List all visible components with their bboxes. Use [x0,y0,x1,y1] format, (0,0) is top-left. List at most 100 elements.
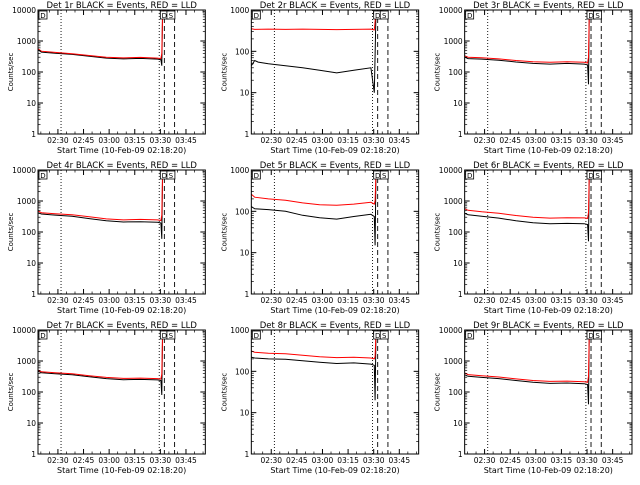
y-tick-label: 1000 [230,166,249,175]
series-line-lld [251,11,378,31]
x-tick-label: 03:00 [525,296,547,305]
symbol-marker-box [251,10,261,20]
x-tick-label: 03:30 [150,296,172,305]
series-line-events [251,331,378,401]
symbol-marker-box [593,10,602,20]
x-tick-label: 02:30 [474,136,496,145]
y-tick-label: 10 [26,259,36,268]
series-line-lld [464,170,593,219]
x-tick-label: 03:30 [363,136,385,145]
plot-frame [464,169,633,295]
symbol-marker-label: S [169,332,174,340]
symbol-marker-label: S [382,332,387,340]
chart-title: Det 8r BLACK = Events, RED = LLD [260,321,411,331]
symbol-marker-label: D [40,12,45,20]
x-tick-label: 02:30 [47,296,69,305]
x-tick-label: 03:30 [150,456,172,465]
symbol-marker-box [251,170,261,180]
symbol-marker-label: D [375,12,380,20]
x-tick-label: 03:15 [337,456,359,465]
y-tick-label: 1 [458,290,463,299]
x-tick-label: 02:45 [499,136,521,145]
symbol-marker-box [379,170,389,180]
y-tick-label: 100 [235,367,250,376]
x-tick-label: 03:45 [175,296,197,305]
series-line-events [464,170,593,242]
x-tick-label: 02:30 [260,296,282,305]
symbol-marker-label: D [588,332,593,340]
y-tick-label: 10000 [12,166,36,175]
symbol-marker-box [593,170,602,180]
y-tick-label: 1 [245,450,250,459]
x-tick-label: 02:30 [47,456,69,465]
y-tick-label: 1 [245,290,250,299]
y-tick-label: 10000 [439,326,463,335]
y-tick-label: 10 [26,419,36,428]
symbol-marker-box [38,330,48,340]
plot-frame [250,169,420,295]
y-axis-label: Counts/sec [7,213,15,252]
x-tick-label: 03:30 [150,136,172,145]
chart-panel-1: Det 1r BLACK = Events, RED = LLD 1 10 100 10… [7,1,206,155]
symbol-marker-label: D [375,332,380,340]
plot-frame [464,9,633,135]
y-tick-label: 1 [458,130,463,139]
chart-title: Det 7r BLACK = Events, RED = LLD [46,321,197,331]
y-tick-label: 100 [448,388,463,397]
x-tick-label: 03:45 [388,136,410,145]
chart-title: Det 1r BLACK = Events, RED = LLD [46,1,197,11]
x-tick-label: 03:30 [363,456,385,465]
x-tick-label: 03:15 [124,136,146,145]
x-tick-label: 03:15 [551,136,573,145]
y-tick-label: 10 [240,89,250,98]
x-tick-label: 02:45 [286,456,308,465]
y-tick-label: 10000 [439,6,463,15]
chart-title: Det 6r BLACK = Events, RED = LLD [473,161,624,171]
symbol-marker-box [465,330,475,340]
x-tick-label: 02:45 [73,136,95,145]
y-tick-label: 10000 [439,166,463,175]
y-tick-label: 1000 [17,37,36,46]
series-line-events [38,170,167,239]
x-axis-label: Start Time (10-Feb-09 02:18:20) [270,146,399,155]
series-line-events [464,330,593,405]
y-tick-label: 10 [240,249,250,258]
x-axis-label: Start Time (10-Feb-09 02:18:20) [57,466,186,475]
y-tick-label: 100 [235,207,250,216]
x-tick-label: 02:45 [499,296,521,305]
symbol-marker-label: D [588,12,593,20]
series-line-lld [464,330,593,383]
symbol-marker-label: D [588,172,593,180]
y-tick-label: 10000 [12,6,36,15]
chart-panel-6: Det 6r BLACK = Events, RED = LLD 1 10 100 10… [434,161,633,315]
y-axis-label: Counts/sec [220,53,228,92]
symbol-marker-box [38,170,48,180]
y-axis-label: Counts/sec [7,373,15,412]
chart-panel-3: Det 3r BLACK = Events, RED = LLD 1 10 100 10… [434,1,633,155]
series-line-lld [464,10,593,64]
x-tick-label: 03:30 [576,456,598,465]
plot-frame [250,329,420,455]
symbol-marker-label: D [162,332,167,340]
symbol-marker-label: D [40,172,45,180]
symbol-marker-label: D [40,332,45,340]
y-tick-label: 1 [458,450,463,459]
x-tick-label: 03:15 [124,456,146,465]
x-tick-label: 03:45 [175,136,197,145]
x-tick-label: 03:00 [312,456,334,465]
x-tick-label: 03:45 [388,456,410,465]
x-tick-label: 02:30 [474,296,496,305]
plot-frame [37,329,206,455]
x-tick-label: 03:15 [337,136,359,145]
series-line-events [464,10,593,85]
symbol-marker-box [38,10,48,20]
x-tick-label: 02:30 [47,136,69,145]
x-tick-label: 03:45 [602,296,624,305]
series-line-events [251,171,378,246]
x-tick-label: 03:45 [602,136,624,145]
y-tick-label: 1 [31,290,36,299]
symbol-marker-label: D [254,332,259,340]
y-axis-label: Counts/sec [7,53,15,92]
y-tick-label: 100 [448,228,463,237]
